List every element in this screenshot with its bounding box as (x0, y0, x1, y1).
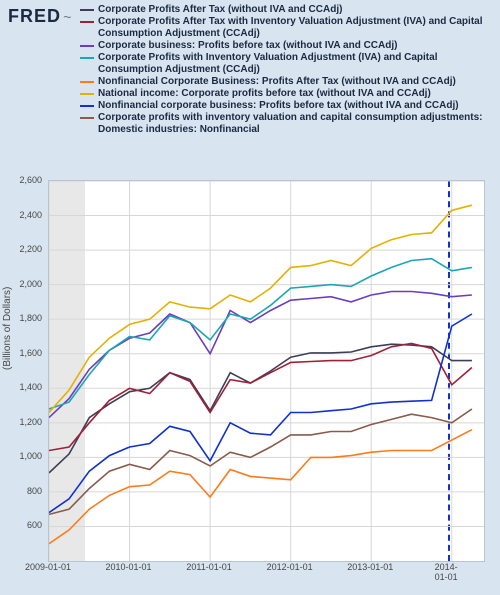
logo-accent: ~ (63, 9, 72, 25)
series-line (49, 259, 472, 409)
y-tick-labels: 600 800 1,000 1,200 1,400 1,600 1,800 2,000 2,20… (0, 180, 46, 560)
legend-swatch (80, 21, 94, 23)
gridlines (49, 181, 484, 561)
fred-logo: FRED~ (8, 6, 72, 27)
y-tick: 1,800 (19, 313, 42, 323)
y-tick: 1,600 (19, 348, 42, 358)
series-line (49, 409, 472, 514)
y-tick: 800 (27, 486, 42, 496)
y-tick: 2,200 (19, 244, 42, 254)
x-tick: 2009-01-01 (25, 562, 71, 572)
legend-swatch (80, 117, 94, 119)
legend-label: Corporate business: Profits before tax (… (98, 40, 494, 52)
legend-item: Corporate business: Profits before tax (… (80, 40, 494, 52)
y-tick: 600 (27, 520, 42, 530)
y-tick: 1,400 (19, 382, 42, 392)
y-tick: 2,400 (19, 210, 42, 220)
legend-item: Nonfinancial Corporate Business: Profits… (80, 76, 494, 88)
legend-label: Corporate profits with inventory valuati… (98, 112, 494, 136)
legend-swatch (80, 81, 94, 83)
legend-item: Corporate profits with inventory valuati… (80, 112, 494, 136)
legend-label: Nonfinancial corporate business: Profits… (98, 100, 494, 112)
legend-swatch (80, 45, 94, 47)
x-tick: 2012-01-01 (267, 562, 313, 572)
legend-swatch (80, 9, 94, 11)
legend-item: Corporate Profits After Tax with Invento… (80, 16, 494, 40)
legend-swatch (80, 57, 94, 59)
x-tick: 2010-01-01 (106, 562, 152, 572)
y-tick: 2,600 (19, 175, 42, 185)
x-tick: 2011-01-01 (186, 562, 231, 572)
legend-label: Corporate Profits After Tax (without IVA… (98, 4, 494, 16)
y-tick: 1,200 (19, 417, 42, 427)
x-tick: 2014-01-01 (435, 562, 467, 582)
legend-label: Corporate Profits After Tax with Invento… (98, 16, 494, 40)
y-tick: 2,000 (19, 279, 42, 289)
x-tick: 2013-01-01 (347, 562, 393, 572)
legend-item: Nonfinancial corporate business: Profits… (80, 100, 494, 112)
legend-swatch (80, 105, 94, 107)
legend: Corporate Profits After Tax (without IVA… (80, 4, 494, 136)
y-tick: 1,000 (19, 451, 42, 461)
legend-swatch (80, 93, 94, 95)
legend-item: Corporate Profits with Inventory Valuati… (80, 52, 494, 76)
series-group (49, 205, 472, 544)
chart-container: { "logo_main":"FRED", "logo_sub":"~", "y… (0, 0, 500, 595)
legend-label: Corporate Profits with Inventory Valuati… (98, 52, 494, 76)
series-line (49, 205, 472, 412)
legend-label: Nonfinancial Corporate Business: Profits… (98, 76, 494, 88)
legend-item: National income: Corporate profits befor… (80, 88, 494, 100)
legend-item: Corporate Profits After Tax (without IVA… (80, 4, 494, 16)
logo-text: FRED (8, 6, 61, 26)
plot-svg (49, 181, 484, 561)
x-tick-labels: 2009-01-012010-01-012011-01-012012-01-01… (48, 562, 483, 576)
plot-area (48, 180, 485, 562)
legend-label: National income: Corporate profits befor… (98, 88, 494, 100)
